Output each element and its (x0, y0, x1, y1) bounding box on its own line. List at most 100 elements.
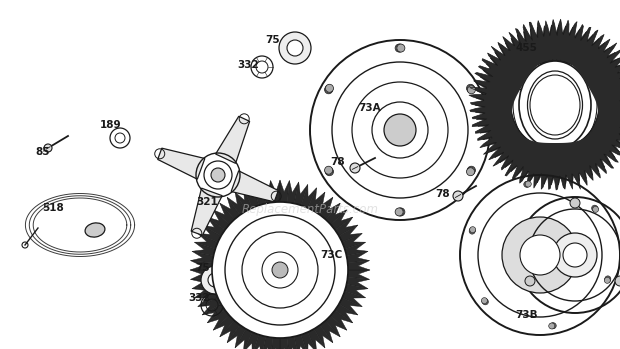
Polygon shape (190, 277, 213, 289)
Polygon shape (252, 335, 266, 349)
Polygon shape (483, 64, 517, 86)
Polygon shape (261, 336, 273, 349)
Polygon shape (598, 91, 620, 101)
Text: 75: 75 (265, 35, 280, 45)
Polygon shape (244, 184, 259, 208)
Polygon shape (339, 298, 362, 315)
Polygon shape (347, 277, 370, 289)
Circle shape (287, 40, 303, 56)
Circle shape (396, 208, 404, 216)
Circle shape (551, 323, 556, 329)
Polygon shape (593, 124, 620, 146)
Polygon shape (500, 43, 528, 73)
Text: 78: 78 (435, 189, 449, 199)
Circle shape (279, 32, 311, 64)
Ellipse shape (530, 75, 580, 135)
Text: 75: 75 (195, 263, 210, 273)
Circle shape (615, 276, 620, 286)
Polygon shape (475, 105, 511, 112)
Polygon shape (235, 329, 252, 349)
Polygon shape (591, 58, 620, 82)
Polygon shape (476, 84, 513, 97)
Polygon shape (544, 149, 553, 185)
Circle shape (570, 198, 580, 208)
Circle shape (482, 298, 488, 304)
Text: ReplacementParts.com: ReplacementParts.com (242, 203, 378, 216)
Circle shape (549, 323, 556, 329)
Text: 73A: 73A (358, 103, 381, 113)
Circle shape (482, 299, 489, 305)
Circle shape (469, 228, 476, 233)
Polygon shape (308, 188, 325, 211)
Polygon shape (190, 270, 213, 280)
Circle shape (467, 86, 476, 94)
Polygon shape (326, 203, 347, 224)
Polygon shape (195, 291, 218, 307)
Polygon shape (294, 182, 308, 205)
Circle shape (326, 168, 334, 176)
Polygon shape (517, 31, 538, 66)
Circle shape (453, 191, 463, 201)
Polygon shape (280, 337, 290, 349)
Circle shape (350, 163, 360, 173)
Polygon shape (598, 109, 620, 119)
Polygon shape (320, 320, 340, 343)
Polygon shape (190, 251, 213, 263)
Polygon shape (569, 29, 587, 65)
Circle shape (592, 206, 598, 212)
Circle shape (466, 84, 474, 92)
Text: 189: 189 (100, 120, 122, 130)
Circle shape (467, 85, 475, 93)
Polygon shape (192, 242, 215, 256)
Polygon shape (335, 304, 358, 323)
Circle shape (470, 227, 476, 233)
Polygon shape (478, 77, 514, 93)
Text: 332: 332 (237, 60, 259, 70)
Polygon shape (216, 116, 250, 163)
Polygon shape (320, 197, 340, 220)
Polygon shape (569, 146, 587, 181)
Polygon shape (486, 128, 520, 152)
Polygon shape (565, 27, 580, 63)
Circle shape (395, 208, 403, 216)
Polygon shape (551, 149, 559, 185)
Polygon shape (593, 64, 620, 86)
Ellipse shape (519, 61, 591, 149)
Text: 73: 73 (618, 100, 620, 110)
Polygon shape (582, 137, 610, 168)
Polygon shape (335, 217, 358, 236)
Polygon shape (572, 144, 593, 179)
Polygon shape (476, 113, 513, 126)
Polygon shape (599, 98, 620, 105)
Polygon shape (576, 142, 599, 176)
Polygon shape (523, 29, 541, 65)
Circle shape (605, 276, 611, 282)
Circle shape (384, 114, 416, 146)
Circle shape (604, 277, 610, 283)
Circle shape (525, 276, 535, 286)
Text: 73B: 73B (515, 310, 538, 320)
Polygon shape (270, 180, 280, 202)
Circle shape (549, 323, 555, 329)
Text: 321: 321 (196, 197, 218, 207)
Text: 518: 518 (42, 203, 64, 213)
Polygon shape (157, 148, 205, 179)
Polygon shape (544, 25, 553, 61)
Polygon shape (219, 197, 240, 220)
Polygon shape (198, 225, 221, 242)
Polygon shape (476, 91, 512, 101)
Circle shape (553, 233, 597, 277)
Text: 73C: 73C (320, 250, 342, 260)
Polygon shape (235, 188, 252, 211)
Polygon shape (227, 325, 246, 348)
Circle shape (212, 202, 348, 338)
Polygon shape (490, 52, 522, 79)
Polygon shape (599, 105, 620, 112)
Polygon shape (202, 304, 225, 323)
Polygon shape (557, 25, 565, 61)
Polygon shape (345, 242, 368, 256)
Polygon shape (598, 113, 620, 126)
Polygon shape (207, 210, 229, 230)
Polygon shape (270, 337, 280, 349)
Polygon shape (537, 26, 549, 62)
